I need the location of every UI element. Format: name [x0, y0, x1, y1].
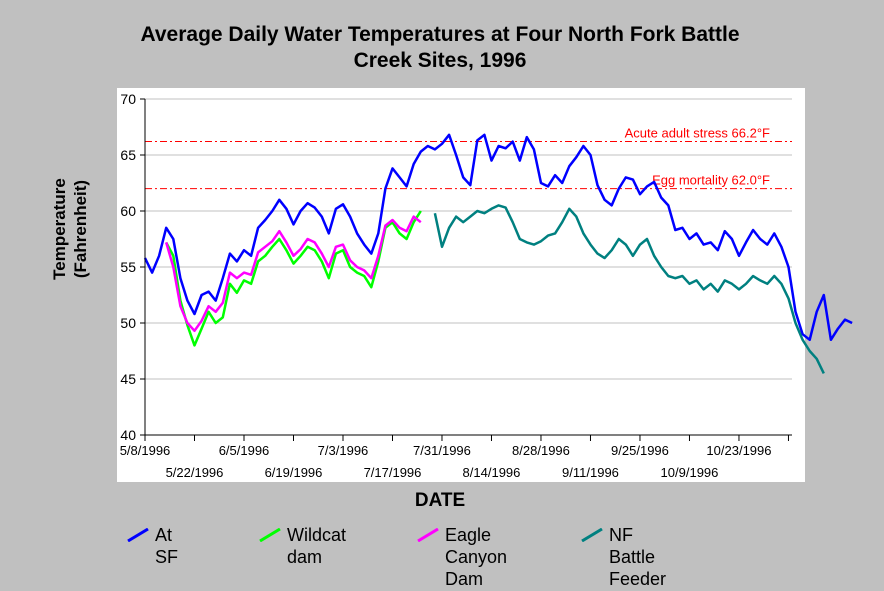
legend-label-eagle-canyon-dam: Eagle Canyon Dam	[445, 525, 508, 589]
y-tick-label-60: 60	[120, 203, 136, 219]
data-series	[143, 133, 853, 374]
x-tick-label-7-17-1996: 7/17/1996	[364, 465, 422, 480]
x-tick-label-5-22-1996: 5/22/1996	[166, 465, 224, 480]
chart-title-line-2: Creek Sites, 1996	[353, 49, 527, 72]
legend-label-at-sf: At SF	[155, 525, 179, 567]
x-tick-label-10-9-1996: 10/9/1996	[661, 465, 719, 480]
reference-lines: Acute adult stress 66.2°F Egg mortality 6…	[145, 126, 792, 190]
y-tick-label-40: 40	[120, 427, 136, 443]
legend: At SF Wildcat dam Eagle Canyon Dam NF Ba…	[0, 524, 884, 589]
ref-label-egg-mortality-62-0-f: Egg mortality 62.0°F	[652, 173, 770, 188]
x-tick-label-9-25-1996: 9/25/1996	[611, 443, 669, 458]
x-tick-label-9-11-1996: 9/11/1996	[562, 465, 619, 480]
legend-swatch-nf-battle-feeder	[581, 528, 603, 542]
series-line-at-sf	[143, 133, 853, 342]
y-tick-label-45: 45	[120, 371, 136, 387]
x-tick-label-7-3-1996: 7/3/1996	[318, 443, 369, 458]
x-tick-label-8-14-1996: 8/14/1996	[463, 465, 521, 480]
y-tick-label-65: 65	[120, 147, 136, 163]
chart-canvas: Acute adult stress 66.2°F Egg mortality 6…	[117, 88, 853, 482]
x-axis-label: DATE	[414, 490, 466, 511]
y-tick-label-55: 55	[120, 259, 136, 275]
ref-label-acute-adult-stress-66-2-f: Acute adult stress 66.2°F	[625, 126, 770, 141]
legend-label-wildcat-dam: Wildcat dam	[287, 525, 347, 567]
series-line-wildcat-dam	[165, 210, 422, 347]
series-line-nf-battle-feeder	[433, 204, 825, 374]
x-tick-label-7-31-1996: 7/31/1996	[413, 443, 471, 458]
x-tick-label-10-23-1996: 10/23/1996	[706, 443, 771, 458]
chart-title-line-1: Average Daily Water Temperatures at Four…	[140, 23, 740, 46]
x-tick-label-5-8-1996: 5/8/1996	[120, 443, 171, 458]
legend-swatch-wildcat-dam	[259, 528, 281, 542]
legend-label-nf-battle-feeder: NF Battle Feeder	[609, 525, 667, 589]
axes: 40 45 50 55 60 65 70 5/8/1996 6/5/1996 7/3/1996 7/…	[120, 91, 792, 480]
y-tick-label-70: 70	[120, 91, 136, 107]
x-tick-label-6-5-1996: 6/5/1996	[219, 443, 270, 458]
legend-swatch-at-sf	[127, 528, 149, 542]
series-line-eagle-canyon-dam	[164, 215, 422, 333]
x-tick-label-6-19-1996: 6/19/1996	[265, 465, 323, 480]
legend-swatch-eagle-canyon-dam	[417, 528, 439, 542]
chart-title: Average Daily Water Temperatures at Four…	[60, 22, 820, 74]
x-tick-label-8-28-1996: 8/28/1996	[512, 443, 570, 458]
y-tick-label-50: 50	[120, 315, 136, 331]
